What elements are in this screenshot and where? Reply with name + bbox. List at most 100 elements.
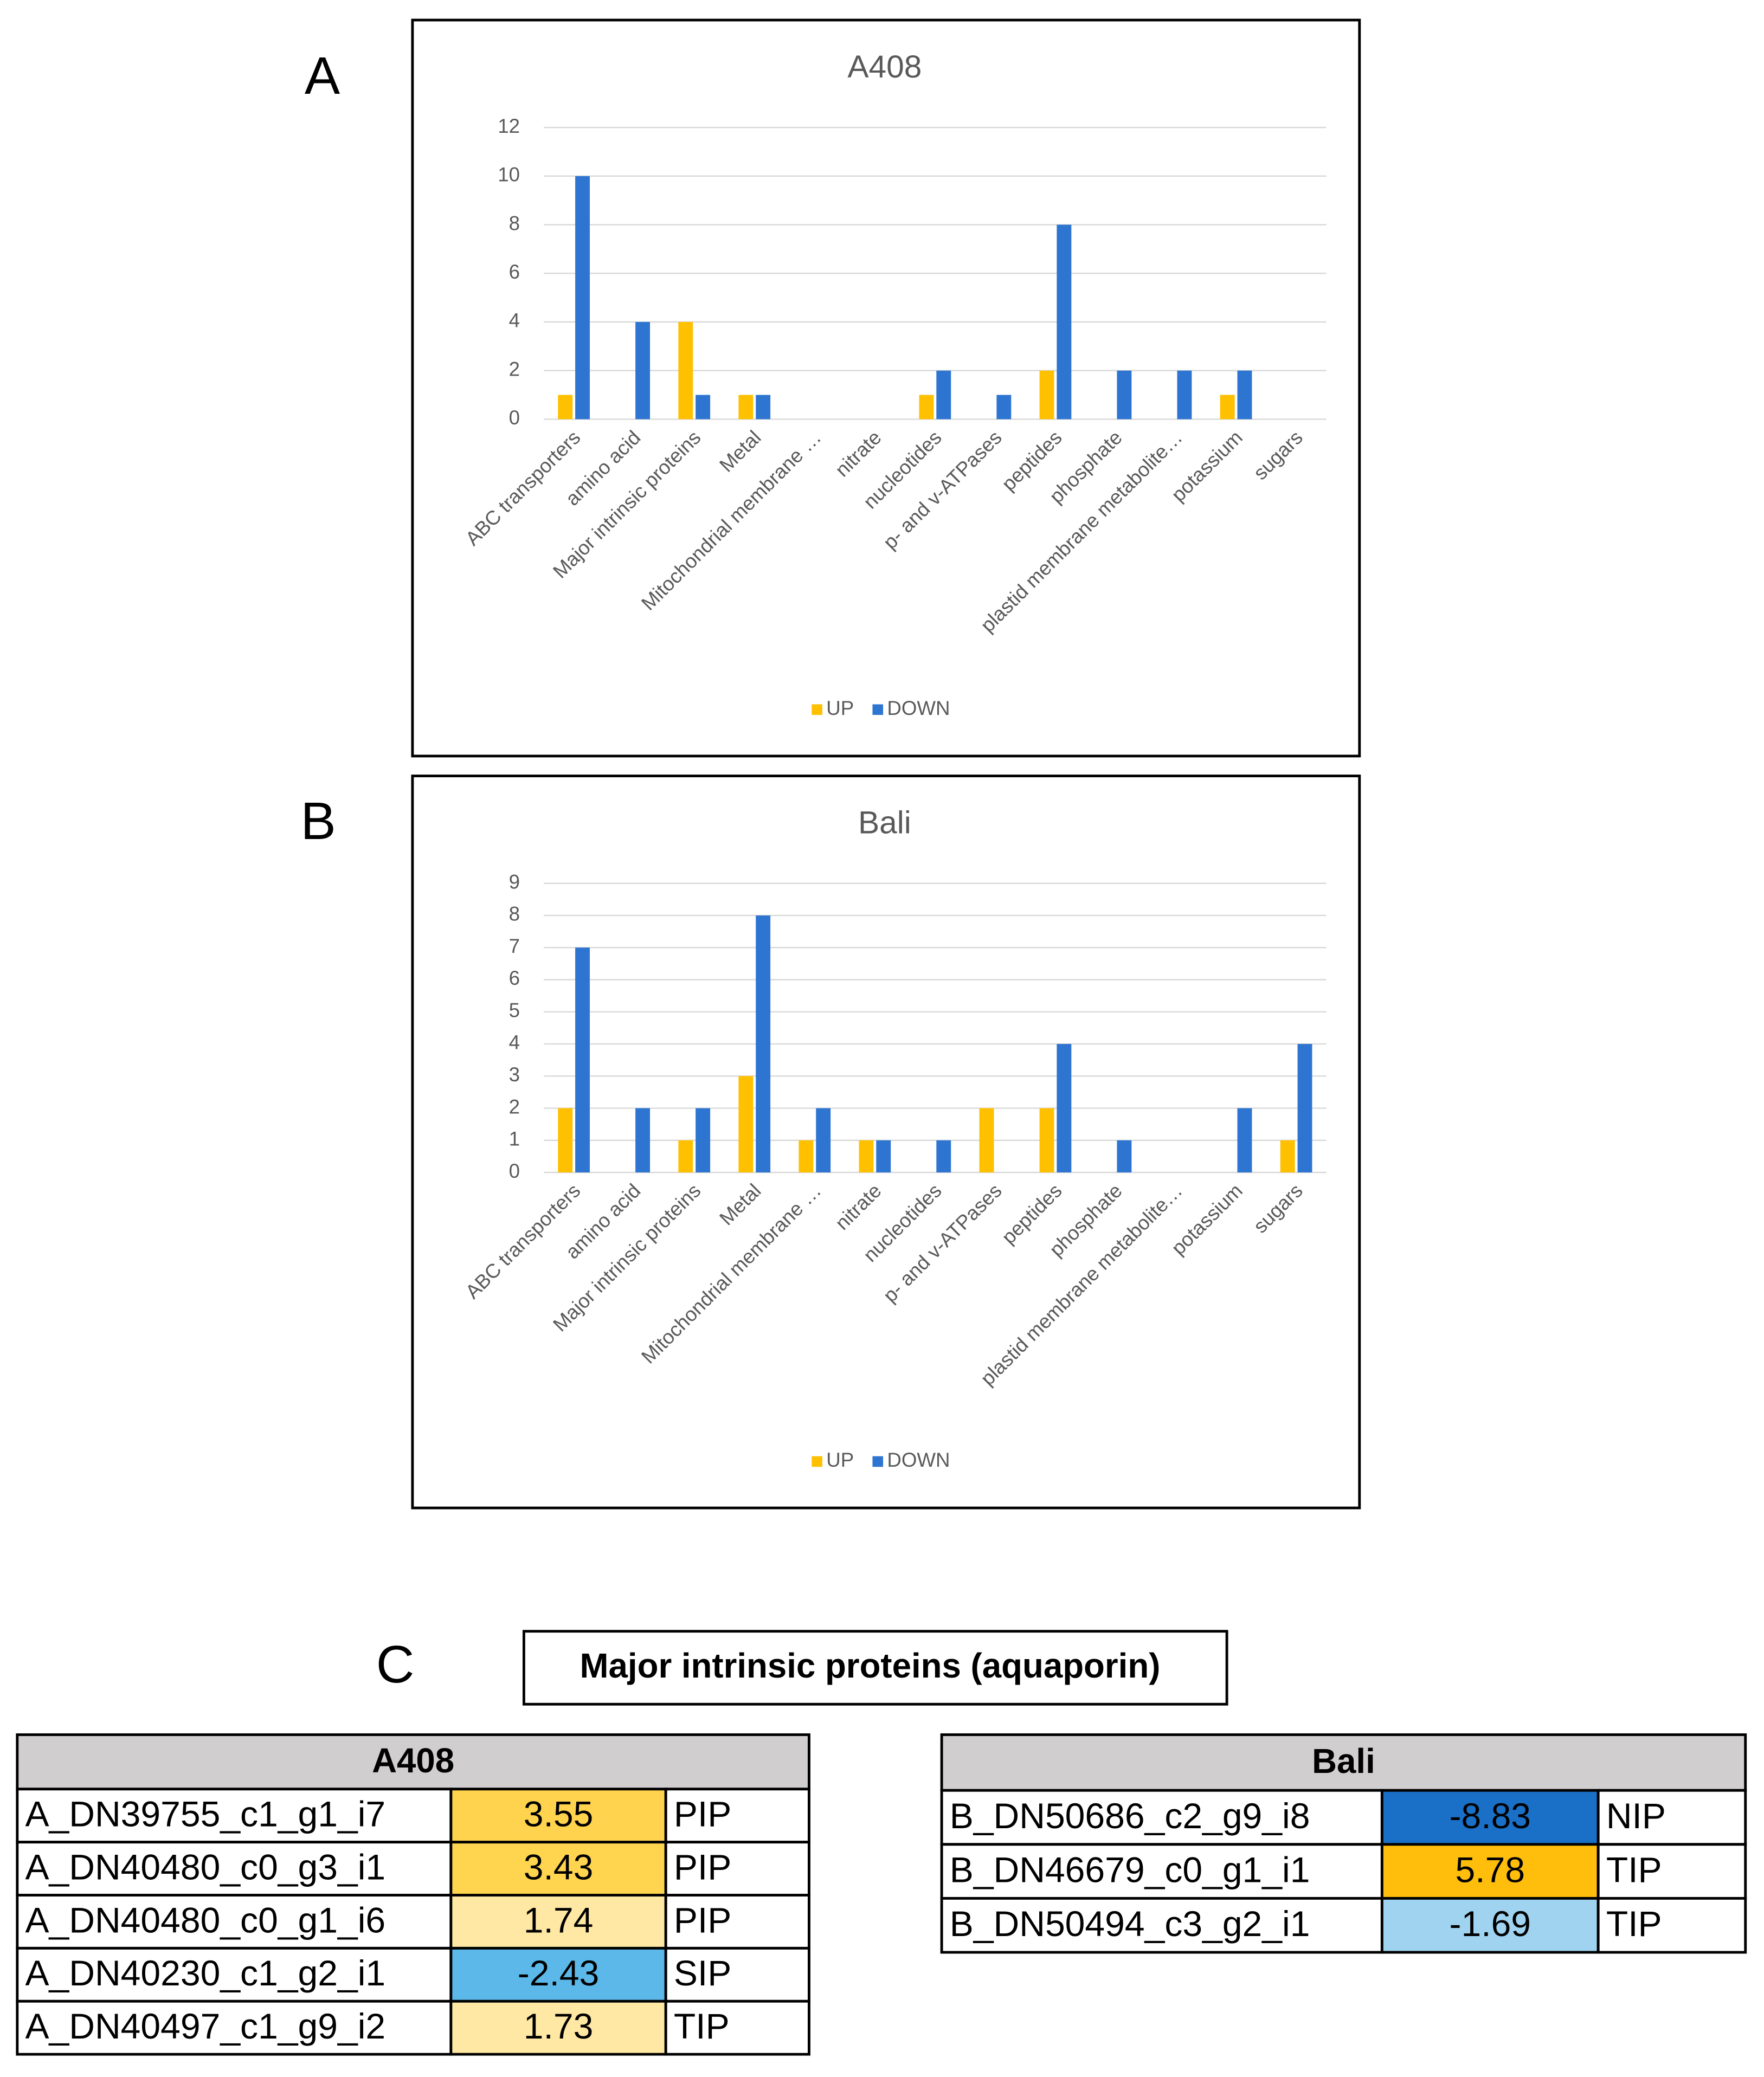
bar <box>678 1140 693 1173</box>
gene-id: A_DN40480_c0_g1_i6 <box>25 1900 385 1940</box>
y-tick-label: 2 <box>509 358 520 380</box>
legend-label: UP <box>826 697 854 719</box>
table-value-cell <box>1380 1843 1600 1900</box>
y-tick-label: 4 <box>509 309 520 332</box>
bar <box>1297 1044 1312 1173</box>
panel-label: C <box>376 1634 415 1694</box>
table-cell <box>664 1999 810 2056</box>
bar <box>919 395 934 420</box>
x-tick-label: sugars <box>1249 1179 1307 1237</box>
chart-title: A408 <box>847 49 922 85</box>
title-box <box>522 1630 1228 1706</box>
bar <box>936 370 951 420</box>
x-tick-label: nitrate <box>831 1179 886 1234</box>
bar <box>696 1108 711 1173</box>
bar <box>558 1108 573 1173</box>
bar <box>1057 224 1072 420</box>
gene-id: A_DN40480_c0_g3_i1 <box>25 1847 385 1887</box>
fold-change: -1.69 <box>1450 1904 1531 1944</box>
bar <box>1057 1044 1072 1173</box>
protein-class: PIP <box>674 1900 731 1940</box>
protein-class: SIP <box>674 1953 731 1993</box>
table-cell <box>940 1897 1383 1954</box>
x-tick-label: Metal <box>715 426 765 476</box>
chart-frame <box>411 775 1361 1510</box>
y-tick-label: 0 <box>509 1160 520 1182</box>
x-tick-label: sugars <box>1249 426 1307 484</box>
bar <box>1237 370 1252 420</box>
fold-change: -2.43 <box>518 1953 600 1993</box>
bar <box>1039 1108 1054 1173</box>
protein-class: TIP <box>1606 1904 1662 1944</box>
fold-change: 3.43 <box>524 1847 594 1887</box>
bar <box>696 395 711 420</box>
y-tick-label: 2 <box>509 1095 520 1118</box>
bar <box>1117 1140 1132 1173</box>
bar <box>558 395 573 420</box>
bar <box>575 176 590 420</box>
bar <box>635 322 651 420</box>
table-cell <box>664 1841 810 1897</box>
gene-id: B_DN50494_c3_g2_i1 <box>950 1904 1310 1944</box>
y-tick-label: 4 <box>509 1031 520 1054</box>
bar <box>876 1140 891 1173</box>
table-cell <box>940 1843 1383 1900</box>
bar <box>1280 1140 1295 1173</box>
bar <box>1117 370 1132 420</box>
bar <box>1237 1108 1252 1173</box>
protein-class: PIP <box>674 1794 731 1834</box>
y-tick-label: 1 <box>509 1128 520 1150</box>
table-cell <box>16 1999 453 2056</box>
table-header: A408 <box>372 1741 454 1780</box>
y-tick-label: 3 <box>509 1063 520 1086</box>
y-tick-label: 6 <box>509 261 520 283</box>
fold-change: 1.73 <box>524 2006 594 2046</box>
gene-id: A_DN40497_c1_g9_i2 <box>25 2006 385 2046</box>
y-tick-label: 8 <box>509 212 520 234</box>
gene-id: A_DN40230_c1_g2_i1 <box>25 1953 385 1993</box>
x-tick-label: Metal <box>715 1179 765 1229</box>
bar <box>799 1140 814 1173</box>
bar <box>816 1108 831 1173</box>
table-title: Major intrinsic proteins (aquaporin) <box>580 1647 1161 1685</box>
bar <box>996 395 1012 420</box>
bar <box>979 1108 994 1173</box>
table-cell <box>1596 1843 1747 1900</box>
legend-swatch <box>812 1456 822 1467</box>
bar <box>1220 395 1235 420</box>
y-tick-label: 8 <box>509 903 520 925</box>
legend-swatch <box>872 704 884 715</box>
chart-title: Bali <box>858 805 911 841</box>
bar <box>756 915 771 1173</box>
protein-class: TIP <box>674 2006 730 2046</box>
panel-label: A <box>305 46 340 105</box>
legend-label: DOWN <box>887 1449 950 1471</box>
y-tick-label: 10 <box>498 164 520 186</box>
protein-class: TIP <box>1606 1849 1662 1889</box>
protein-class: NIP <box>1606 1796 1666 1836</box>
legend-swatch <box>812 704 822 715</box>
y-tick-label: 0 <box>509 407 520 429</box>
table-cell <box>1596 1897 1747 1954</box>
fold-change: 5.78 <box>1456 1849 1525 1889</box>
x-tick-label: ABC transporters <box>461 426 585 550</box>
bar <box>738 1076 754 1173</box>
bar <box>859 1140 874 1173</box>
bar <box>936 1140 951 1173</box>
table-value-cell <box>449 1894 667 1950</box>
bar <box>756 395 771 420</box>
legend-label: UP <box>826 1449 854 1471</box>
table-cell <box>16 1788 453 1844</box>
fold-change: -8.83 <box>1450 1796 1531 1836</box>
fold-change: 3.55 <box>524 1794 594 1834</box>
panel-label: B <box>301 791 336 850</box>
x-tick-label: ABC transporters <box>461 1179 585 1303</box>
y-tick-label: 5 <box>509 999 520 1021</box>
bar <box>575 947 590 1173</box>
y-tick-label: 7 <box>509 935 520 957</box>
bar <box>738 395 754 420</box>
gene-id: B_DN46679_c0_g1_i1 <box>950 1849 1310 1889</box>
y-tick-label: 12 <box>498 115 520 137</box>
